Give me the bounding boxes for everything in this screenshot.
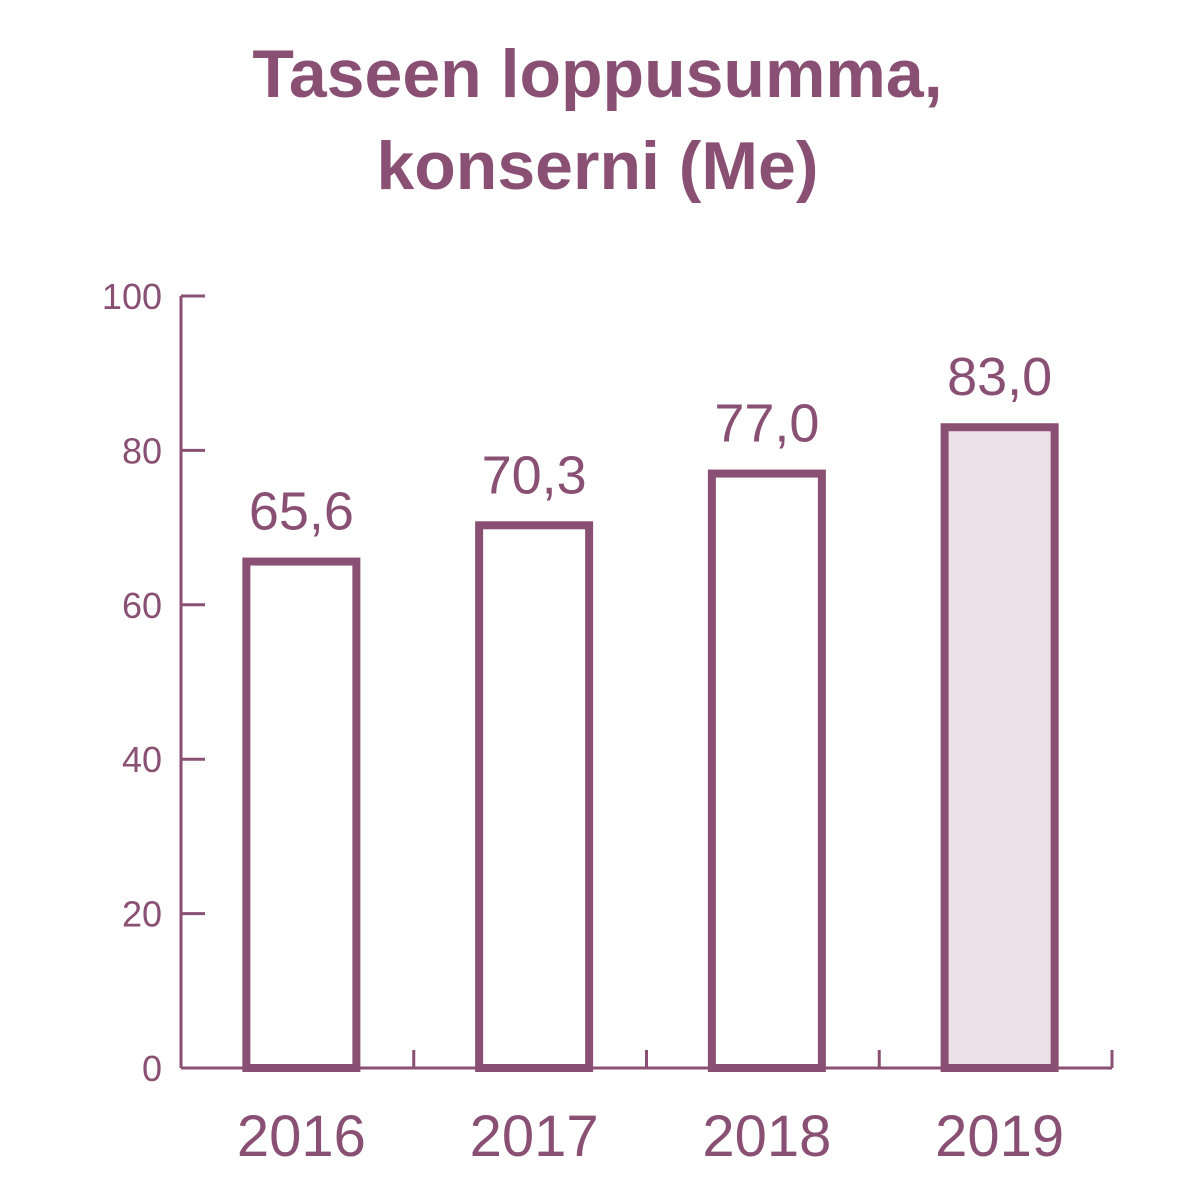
y-tick-label-100: 100 [102, 276, 162, 317]
category-label-2017: 2017 [470, 1104, 599, 1169]
y-tick-label-60: 60 [122, 585, 162, 626]
value-label-2018: 77,0 [714, 394, 819, 454]
chart-title: Taseen loppusumma, konserni (Me) [0, 28, 1195, 212]
chart-title-line-2: konserni (Me) [376, 128, 819, 204]
bar-2019 [940, 423, 1059, 1072]
category-label-2016: 2016 [237, 1104, 366, 1169]
value-label-2017: 70,3 [482, 445, 587, 505]
category-label-2018: 2018 [702, 1104, 831, 1169]
y-tick-label-80: 80 [122, 430, 162, 471]
y-tick-label-40: 40 [122, 739, 162, 780]
category-label-2019: 2019 [935, 1104, 1064, 1169]
chart-title-line-1: Taseen loppusumma, [252, 36, 943, 112]
bar-2018 [707, 469, 826, 1072]
y-tick-label-20: 20 [122, 894, 162, 935]
y-tick-label-0: 0 [142, 1048, 162, 1089]
value-label-2019: 83,0 [947, 347, 1052, 407]
bar-2016 [242, 557, 361, 1072]
value-label-2016: 65,6 [249, 482, 354, 542]
bar-2017 [475, 521, 594, 1072]
